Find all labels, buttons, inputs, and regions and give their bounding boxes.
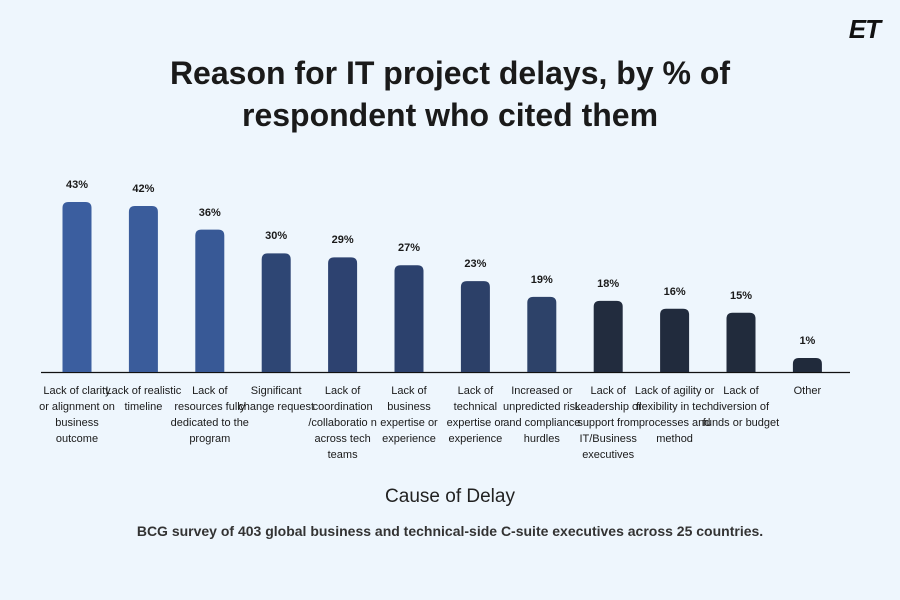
category-label: Lack of agility or flexibility in tech p… [634,385,715,445]
bar [128,205,158,372]
category-label: Increased or unpredicted risk and compli… [502,385,581,445]
bar [460,281,490,372]
bar [792,358,822,372]
chart-title: Reason for IT project delays, by % of re… [0,52,900,136]
category-label: Lack of Leadership or support from IT/Bu… [574,385,642,461]
category-label: Lack of technical expertise or experienc… [446,385,505,445]
bar [660,308,690,372]
bar [195,229,225,372]
data-label: 1% [799,335,816,347]
data-label: 29% [331,234,354,247]
data-label: 30% [265,230,288,243]
source-note: BCG survey of 403 global business and te… [136,523,764,539]
bar [593,300,623,372]
bar [726,312,756,372]
data-label: 18% [597,277,620,290]
data-label: 36% [198,206,221,219]
category-label: Other [793,385,822,397]
category-label: Lack of diversion of funds or budget [702,385,780,429]
bar [527,296,557,372]
bar [62,202,92,372]
data-label: 27% [397,242,421,255]
chart-title-line-1: Reason for IT project delays, by % of [169,55,731,91]
bar [328,257,358,372]
x-axis-label: Cause of Delay [385,486,515,507]
data-label: 15% [729,289,753,302]
category-label: Lack of realistic timeline [105,385,182,413]
data-label: 19% [530,273,553,286]
category-label: Lack of resources fully dedicated to the… [170,385,249,445]
chart-title-line-2: respondent who cited them [241,97,659,133]
category-label: Lack of business expertise or experience [380,385,438,445]
data-label: 23% [464,258,487,271]
bar [394,265,424,372]
et-logo: ET [848,14,881,44]
bar [261,253,291,372]
data-label: 42% [132,182,155,195]
data-label: 16% [663,285,686,298]
category-label: Lack of clarity or alignment on business… [39,385,115,445]
data-label: 43% [65,179,89,191]
category-label: Significant change request [238,385,315,413]
category-label: Lack of coordination /collaboratio n acr… [308,385,377,461]
